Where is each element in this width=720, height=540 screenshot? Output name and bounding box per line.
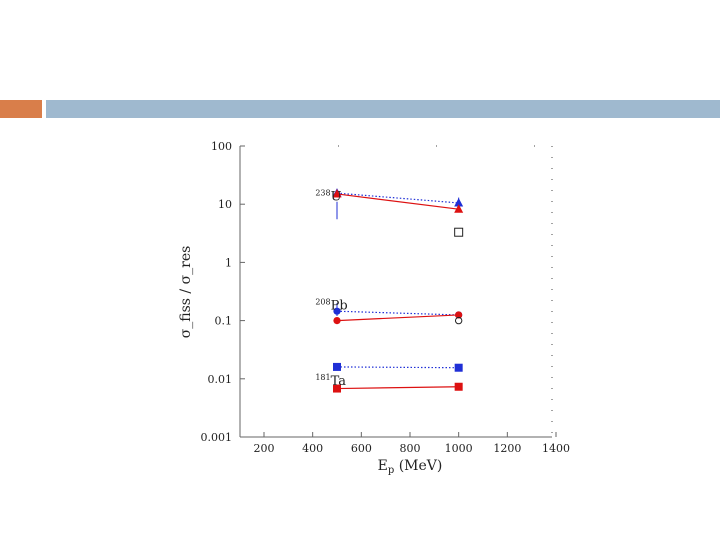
y-tick-label: 0.001 — [201, 431, 233, 444]
header-accent-bar — [0, 100, 42, 118]
annotation-layer: 238U 208Pb 181Ta — [315, 189, 347, 389]
x-tick-label: 1400 — [542, 442, 570, 455]
x-axis-title: Ep (MeV) — [378, 458, 443, 476]
tick-layer: 200 400 600 800 1000 1200 1400 100 10 1 0.1 0.01 0.0… — [201, 140, 571, 455]
data-point — [333, 384, 341, 393]
series-line — [336, 193, 459, 210]
data-point — [454, 316, 463, 325]
x-tick-label: 800 — [400, 442, 421, 455]
series-line — [336, 310, 459, 316]
data-series — [332, 188, 464, 213]
x-tick-label: 1000 — [445, 442, 473, 455]
y-axis-title: σ_fiss / σ_res — [178, 246, 194, 339]
data-series — [332, 188, 464, 220]
series-layer — [332, 188, 464, 393]
header-band — [46, 100, 720, 118]
plot-frame — [239, 145, 553, 438]
data-series — [454, 316, 463, 325]
data-point — [454, 197, 464, 207]
data-point — [333, 362, 341, 371]
x-tick-label: 1200 — [493, 442, 521, 455]
series-line — [336, 192, 459, 204]
data-point — [455, 311, 463, 319]
y-tick-label: 0.1 — [215, 315, 233, 328]
y-tick-label: 10 — [218, 198, 232, 211]
data-series — [333, 311, 463, 325]
data-series — [333, 362, 463, 372]
y-tick-label: 1 — [225, 256, 232, 269]
x-tick-label: 600 — [351, 442, 372, 455]
series-line — [336, 314, 459, 322]
data-point — [333, 317, 341, 325]
nuclide-label: 238U — [315, 189, 341, 205]
series-line — [336, 386, 459, 390]
data-point — [454, 363, 463, 372]
series-line — [336, 366, 459, 369]
data-point — [333, 307, 341, 315]
x-tick-label: 400 — [302, 442, 323, 455]
data-series — [454, 227, 464, 237]
y-tick-label: 100 — [211, 140, 232, 153]
data-point — [454, 227, 464, 237]
y-tick-label: 0.01 — [208, 373, 233, 386]
data-point — [454, 382, 463, 391]
data-point — [332, 188, 342, 198]
x-tick-label: 200 — [254, 442, 275, 455]
data-series — [333, 382, 463, 393]
nuclide-label: 181Ta — [315, 373, 346, 389]
nuclide-label: 208Pb — [315, 297, 347, 313]
data-point — [454, 204, 464, 213]
